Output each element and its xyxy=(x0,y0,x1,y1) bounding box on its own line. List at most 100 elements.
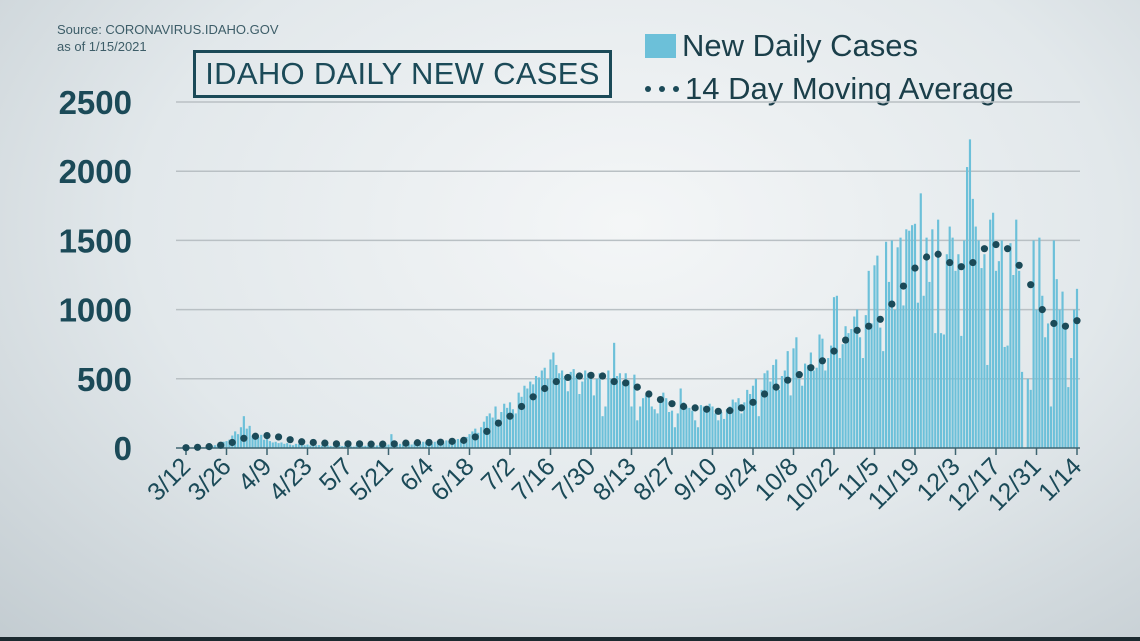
moving-average-dot xyxy=(564,373,572,382)
moving-average-dot xyxy=(506,412,514,420)
bar xyxy=(390,434,393,448)
bar xyxy=(1070,358,1073,448)
bar xyxy=(398,443,402,448)
bar xyxy=(702,406,705,448)
bar xyxy=(641,398,645,448)
bar xyxy=(685,406,688,448)
bar xyxy=(286,443,289,448)
bar xyxy=(824,370,827,448)
bar xyxy=(268,441,271,448)
bar xyxy=(341,446,344,448)
bar xyxy=(911,225,914,448)
bar xyxy=(668,412,671,448)
bar xyxy=(459,440,462,448)
x-tick-label: 8/13 xyxy=(588,452,642,506)
bar xyxy=(1006,345,1009,448)
bar xyxy=(653,409,656,448)
bar xyxy=(1058,309,1061,448)
bar xyxy=(471,431,474,448)
bar xyxy=(520,396,523,448)
bar xyxy=(965,167,969,448)
bar xyxy=(939,333,943,448)
bar xyxy=(751,385,755,448)
bar xyxy=(587,373,590,448)
bar xyxy=(1009,243,1012,448)
moving-average-dot xyxy=(517,402,526,411)
bar xyxy=(841,344,844,448)
bar xyxy=(873,265,876,448)
bar xyxy=(815,367,818,448)
moving-average-dot xyxy=(402,439,410,447)
bar xyxy=(433,441,436,448)
bar xyxy=(482,421,486,448)
moving-average-dot xyxy=(737,404,746,412)
bar xyxy=(858,337,862,448)
bar xyxy=(274,441,277,448)
bar xyxy=(436,441,439,448)
bar xyxy=(534,376,538,448)
bar xyxy=(257,436,260,448)
bar xyxy=(777,389,781,448)
bar xyxy=(780,376,784,448)
x-tick-label: 5/21 xyxy=(345,452,399,506)
bar xyxy=(951,237,954,448)
moving-average-dot xyxy=(911,264,919,272)
bar xyxy=(879,327,882,448)
bar xyxy=(786,351,789,448)
bar xyxy=(387,444,390,448)
moving-average-dot xyxy=(263,431,271,440)
bar xyxy=(835,295,838,448)
bar xyxy=(627,380,630,448)
moving-average-dot xyxy=(610,377,618,386)
y-tick-label: 1000 xyxy=(59,292,132,329)
moving-average-dot xyxy=(367,440,375,448)
bar xyxy=(893,309,896,448)
bar xyxy=(992,212,995,448)
bar xyxy=(306,444,309,448)
chart-title: IDAHO DAILY NEW CASES xyxy=(193,50,612,98)
moving-average-dot xyxy=(830,347,838,355)
bar xyxy=(456,439,460,448)
bar xyxy=(332,446,335,448)
bar xyxy=(572,369,575,448)
moving-average-dot xyxy=(876,315,884,323)
bar xyxy=(945,254,948,448)
bar xyxy=(430,443,433,448)
bar xyxy=(647,392,650,448)
moving-average-dot xyxy=(1038,306,1046,314)
bar xyxy=(983,254,986,448)
moving-average-dot xyxy=(182,444,190,452)
moving-average-dot xyxy=(251,432,260,440)
bar xyxy=(754,378,757,448)
bar xyxy=(760,389,763,448)
moving-average-dot xyxy=(703,405,711,413)
moving-average-dot xyxy=(309,438,317,447)
bar xyxy=(320,445,324,448)
moving-average-dot xyxy=(598,372,607,380)
bar xyxy=(1064,323,1067,448)
x-tick-label: 6/18 xyxy=(426,452,480,506)
bar xyxy=(598,373,601,448)
bar xyxy=(309,445,312,448)
bar xyxy=(737,398,740,448)
moving-average-dot xyxy=(1003,245,1012,253)
bar xyxy=(977,240,980,448)
bar xyxy=(410,444,413,448)
bar xyxy=(592,395,595,448)
moving-average-dot xyxy=(899,282,908,290)
bar xyxy=(974,226,977,448)
bar xyxy=(673,427,676,448)
moving-average-dot xyxy=(992,240,1000,249)
bar xyxy=(477,432,480,448)
bar xyxy=(861,358,865,448)
bar xyxy=(864,315,867,448)
bar xyxy=(867,270,870,448)
bar xyxy=(263,439,266,448)
bar xyxy=(1012,275,1015,448)
moving-average-dot xyxy=(934,250,942,258)
moving-average-dot xyxy=(552,377,560,386)
bar xyxy=(540,370,543,448)
moving-average-dot xyxy=(784,376,792,384)
bar xyxy=(1018,270,1021,448)
